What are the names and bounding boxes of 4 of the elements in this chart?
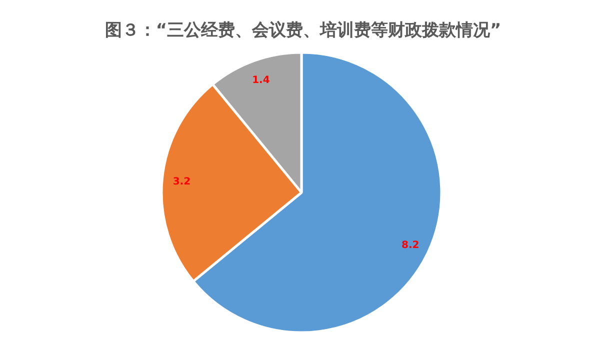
data-label: 3.2	[172, 176, 191, 188]
data-label: 8.2	[401, 240, 420, 251]
data-label: 1.4	[252, 75, 270, 86]
chart-title: 图３：“三公经费、会议费、培训费等财政拨款情况”	[104, 20, 502, 40]
